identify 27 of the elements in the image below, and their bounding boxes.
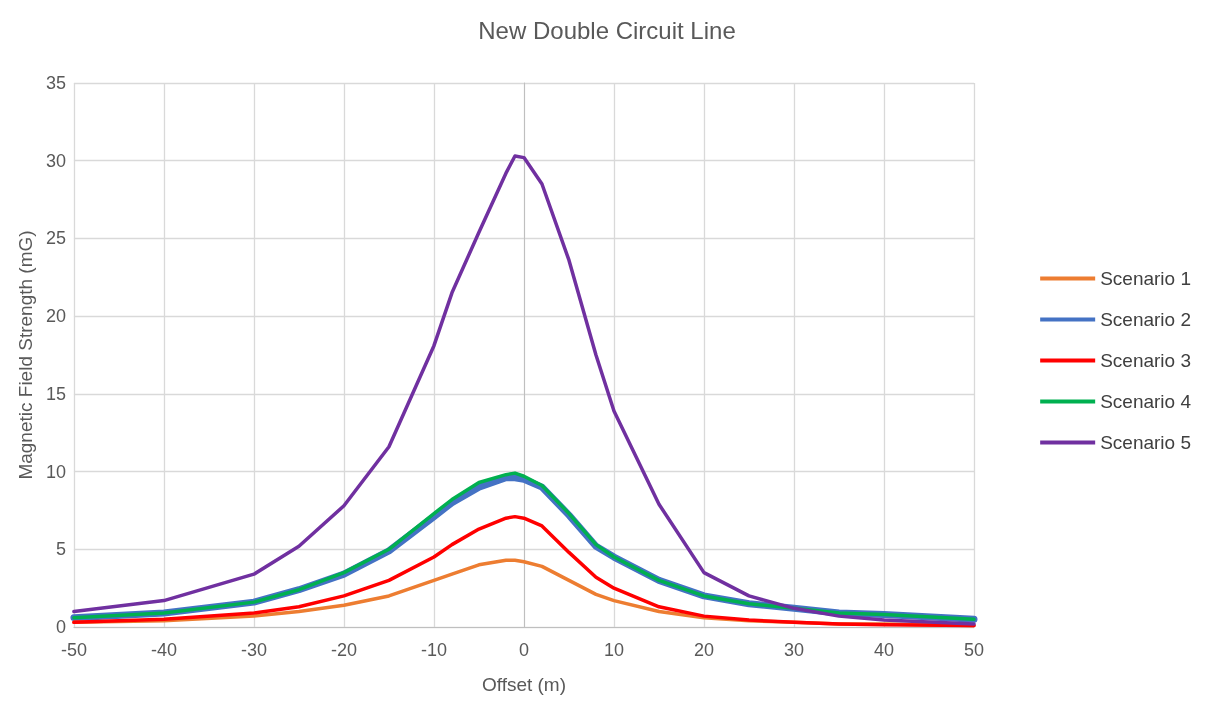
x-axis-title: Offset (m)	[481, 674, 567, 695]
y-tick-label: 10	[45, 461, 66, 482]
legend-label: Scenario 3	[1100, 350, 1192, 371]
legend-label: Scenario 2	[1100, 309, 1192, 330]
x-tick-label: 0	[518, 640, 529, 660]
x-tick-label: -50	[60, 640, 87, 660]
x-tick-label: -20	[330, 640, 357, 660]
x-tick-label: 30	[783, 640, 804, 660]
y-tick-label: 20	[45, 306, 66, 327]
legend-label: Scenario 4	[1100, 391, 1192, 412]
y-tick-label: 5	[55, 539, 66, 560]
x-tick-label: -40	[150, 640, 177, 660]
y-tick-label: 25	[45, 228, 66, 249]
x-tick-label: 20	[693, 640, 714, 660]
y-tick-label: 35	[45, 73, 66, 93]
y-tick-label: 30	[45, 150, 66, 171]
chart-title: New Double Circuit Line	[478, 16, 736, 44]
x-tick-label: 40	[873, 640, 895, 660]
x-tick-label: 10	[603, 640, 624, 660]
y-tick-label: 15	[45, 383, 66, 404]
y-axis-title: Magnetic Field Strength (mG)	[15, 230, 36, 480]
x-tick-label: 50	[963, 640, 985, 660]
legend-label: Scenario 5	[1100, 432, 1192, 453]
x-tick-label: -30	[240, 640, 267, 660]
x-tick-label: -10	[420, 640, 447, 660]
y-tick-label: 0	[55, 617, 66, 637]
legend-label: Scenario 1	[1100, 268, 1192, 289]
